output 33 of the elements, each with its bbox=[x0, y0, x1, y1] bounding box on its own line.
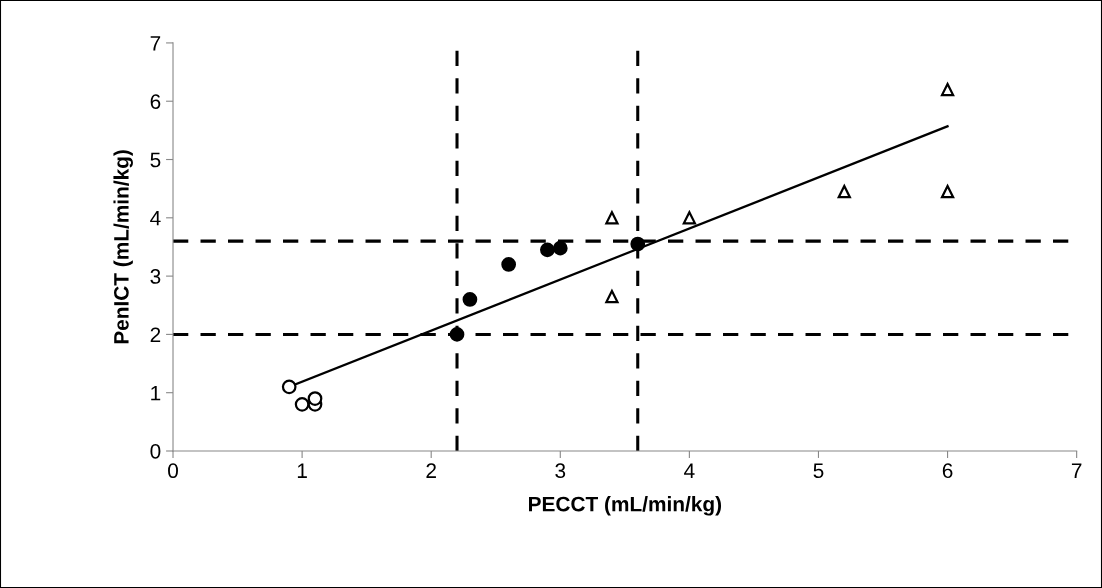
point bbox=[552, 240, 568, 256]
point bbox=[605, 211, 619, 225]
y-tick-label: 4 bbox=[150, 211, 161, 226]
point bbox=[449, 327, 465, 342]
x-tick-label: 0 bbox=[168, 463, 178, 479]
point bbox=[940, 184, 955, 199]
x-tick-label: 7 bbox=[1071, 463, 1082, 478]
x-tick-label: 5 bbox=[813, 463, 824, 479]
x-tick-label: 6 bbox=[942, 463, 953, 479]
point bbox=[837, 184, 851, 199]
x-tick-label: 2 bbox=[426, 463, 436, 478]
y-tick-label: 6 bbox=[150, 94, 161, 109]
x-tick-label: 3 bbox=[555, 463, 566, 479]
point bbox=[682, 211, 697, 225]
y-tick-label: 1 bbox=[151, 385, 161, 401]
point bbox=[940, 82, 955, 97]
y-tick-label: 7 bbox=[150, 36, 161, 51]
point bbox=[307, 391, 323, 406]
point bbox=[501, 257, 517, 272]
point bbox=[540, 242, 555, 258]
point bbox=[294, 397, 310, 412]
y-tick-label: 5 bbox=[150, 152, 161, 168]
x-tick-label: 1 bbox=[297, 463, 307, 478]
y-tick-label: 2 bbox=[150, 327, 161, 342]
point bbox=[605, 289, 619, 304]
y-axis-title: PenICT (mL/min/kg) bbox=[113, 150, 133, 344]
x-axis-title: PECCT (mL/min/kg) bbox=[529, 496, 722, 516]
point bbox=[281, 379, 297, 395]
point bbox=[630, 236, 646, 252]
y-tick-label: 3 bbox=[150, 269, 161, 284]
point bbox=[462, 292, 478, 307]
x-tick-label: 4 bbox=[684, 463, 695, 478]
y-tick-label: 0 bbox=[150, 444, 161, 459]
